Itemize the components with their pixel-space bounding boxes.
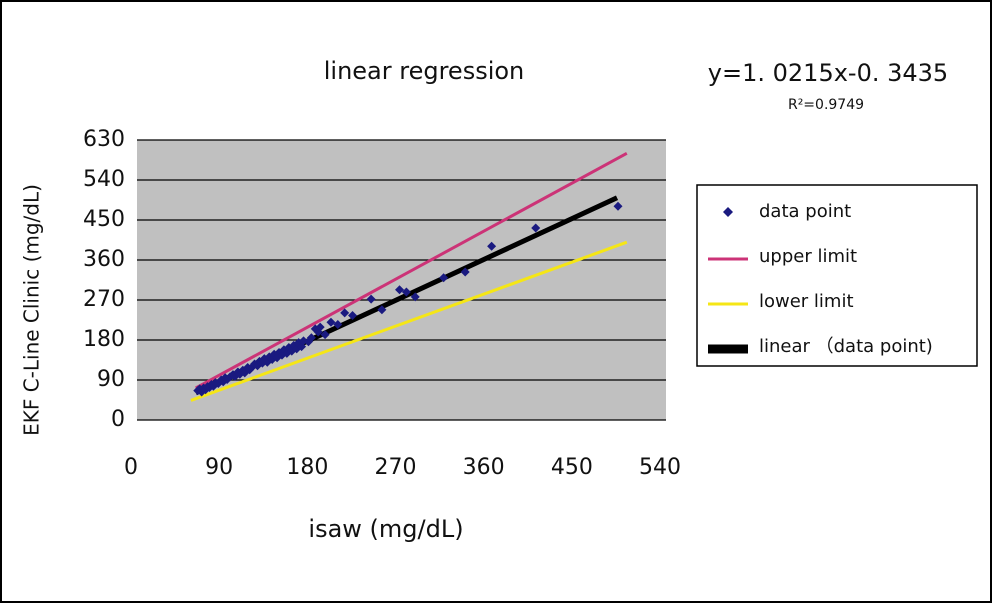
legend-label: linear （data point) <box>759 336 933 357</box>
data-point <box>377 305 387 315</box>
series-line <box>195 152 628 390</box>
y-tick-label: 450 <box>83 207 125 232</box>
y-tick-label: 630 <box>83 127 125 152</box>
data-point <box>401 287 411 297</box>
r-squared: R²=0.9749 <box>788 97 864 113</box>
y-tick-label: 90 <box>97 367 125 392</box>
y-tick-label: 180 <box>83 327 125 352</box>
data-point <box>340 308 350 318</box>
data-point <box>410 292 420 302</box>
data-point <box>348 311 358 321</box>
data-point <box>613 201 623 211</box>
chart-title: linear regression <box>324 57 525 85</box>
x-tick-label: 270 <box>375 455 417 480</box>
data-point <box>326 317 336 327</box>
data-point <box>315 322 325 332</box>
x-tick-label: 450 <box>551 455 593 480</box>
x-tick-label: 360 <box>463 455 505 480</box>
y-tick-label: 270 <box>83 287 125 312</box>
data-point <box>395 285 405 295</box>
series-line <box>190 240 628 402</box>
y-tick-label: 540 <box>83 167 125 192</box>
y-tick-label: 360 <box>83 247 125 272</box>
data-point <box>487 241 497 251</box>
x-tick-label: 0 <box>124 455 138 480</box>
data-point <box>531 223 541 233</box>
x-axis-label: isaw (mg/dL) <box>308 515 463 543</box>
y-axis-label: EKF C-Line Clinic (mg/dL) <box>20 184 44 436</box>
data-point <box>306 333 316 343</box>
legend-box <box>696 184 978 367</box>
y-tick-label: 0 <box>111 407 125 432</box>
legend-label: data point <box>759 201 851 222</box>
data-point <box>333 319 343 329</box>
x-tick-label: 90 <box>205 455 233 480</box>
legend-label: lower limit <box>759 291 854 312</box>
legend-label: upper limit <box>759 246 857 267</box>
x-tick-label: 180 <box>286 455 328 480</box>
x-tick-label: 540 <box>639 455 681 480</box>
data-point <box>439 273 449 283</box>
data-point <box>460 267 470 277</box>
legend-symbol <box>723 207 733 217</box>
data-point <box>320 330 330 340</box>
data-point <box>366 294 376 304</box>
equation: y=1. 0215x-0. 3435 <box>708 59 948 87</box>
